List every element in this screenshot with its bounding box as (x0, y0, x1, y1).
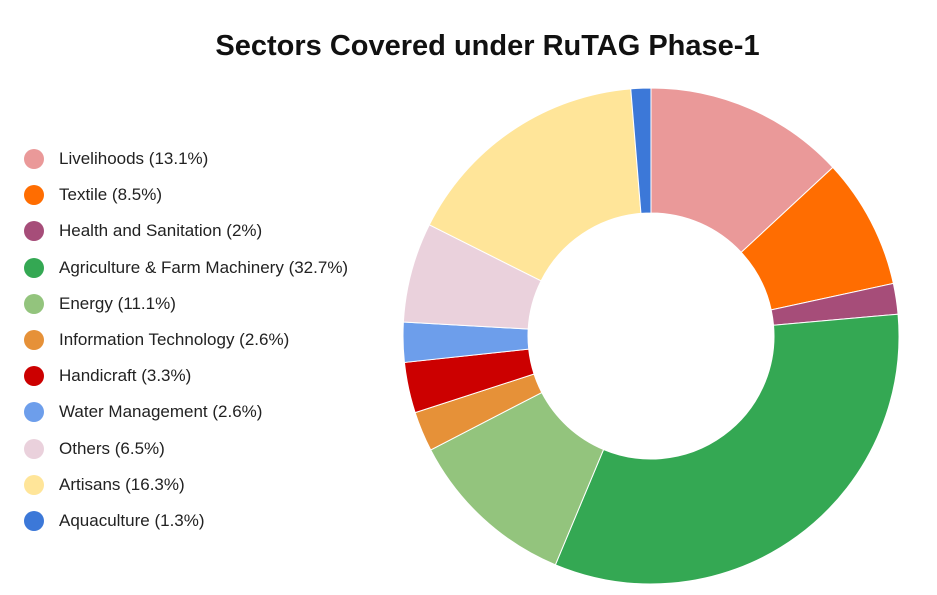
legend-swatch (24, 293, 44, 314)
legend-label: Agriculture & Farm Machinery (32.7%) (59, 257, 349, 277)
legend-item: Livelihoods (13.1%) (24, 141, 348, 177)
legend-swatch (24, 257, 44, 278)
legend-label: Water Management (2.6%) (59, 402, 263, 422)
legend-label: Artisans (16.3%) (59, 474, 185, 494)
legend-label: Energy (11.1%) (59, 293, 176, 313)
donut-slice (428, 88, 642, 282)
legend-item: Health and Sanitation (2%) (24, 213, 348, 249)
legend-label: Textile (8.5%) (59, 185, 162, 205)
legend-swatch (24, 185, 44, 206)
donut-slice (554, 313, 900, 585)
legend-item: Handicraft (3.3%) (24, 358, 348, 394)
legend-swatch (24, 330, 44, 351)
chart-legend: Livelihoods (13.1%) Textile (8.5%) Health … (24, 141, 348, 539)
legend-label: Health and Sanitation (2%) (59, 221, 263, 241)
legend-label: Livelihoods (13.1%) (59, 149, 209, 169)
legend-swatch (24, 221, 44, 242)
legend-item: Energy (11.1%) (24, 286, 348, 322)
legend-swatch (24, 402, 44, 423)
legend-label: Information Technology (2.6%) (59, 330, 290, 350)
legend-item: Textile (8.5%) (24, 177, 348, 213)
legend-item: Artisans (16.3%) (24, 467, 348, 503)
legend-swatch (24, 438, 44, 459)
chart-title: Sectors Covered under RuTAG Phase-1 (215, 30, 760, 62)
legend-swatch (24, 149, 44, 170)
legend-label: Handicraft (3.3%) (59, 366, 192, 386)
legend-label: Aquaculture (1.3%) (59, 510, 205, 530)
legend-item: Others (6.5%) (24, 431, 348, 467)
legend-swatch (24, 366, 44, 387)
legend-item: Water Management (2.6%) (24, 394, 348, 430)
legend-item: Agriculture & Farm Machinery (32.7%) (24, 250, 348, 286)
donut-slice (630, 87, 652, 214)
legend-item: Information Technology (2.6%) (24, 322, 348, 358)
legend-label: Others (6.5%) (59, 438, 165, 458)
legend-swatch (24, 474, 44, 495)
legend-item: Aquaculture (1.3%) (24, 503, 348, 539)
legend-swatch (24, 510, 44, 531)
donut-slice (650, 87, 834, 254)
